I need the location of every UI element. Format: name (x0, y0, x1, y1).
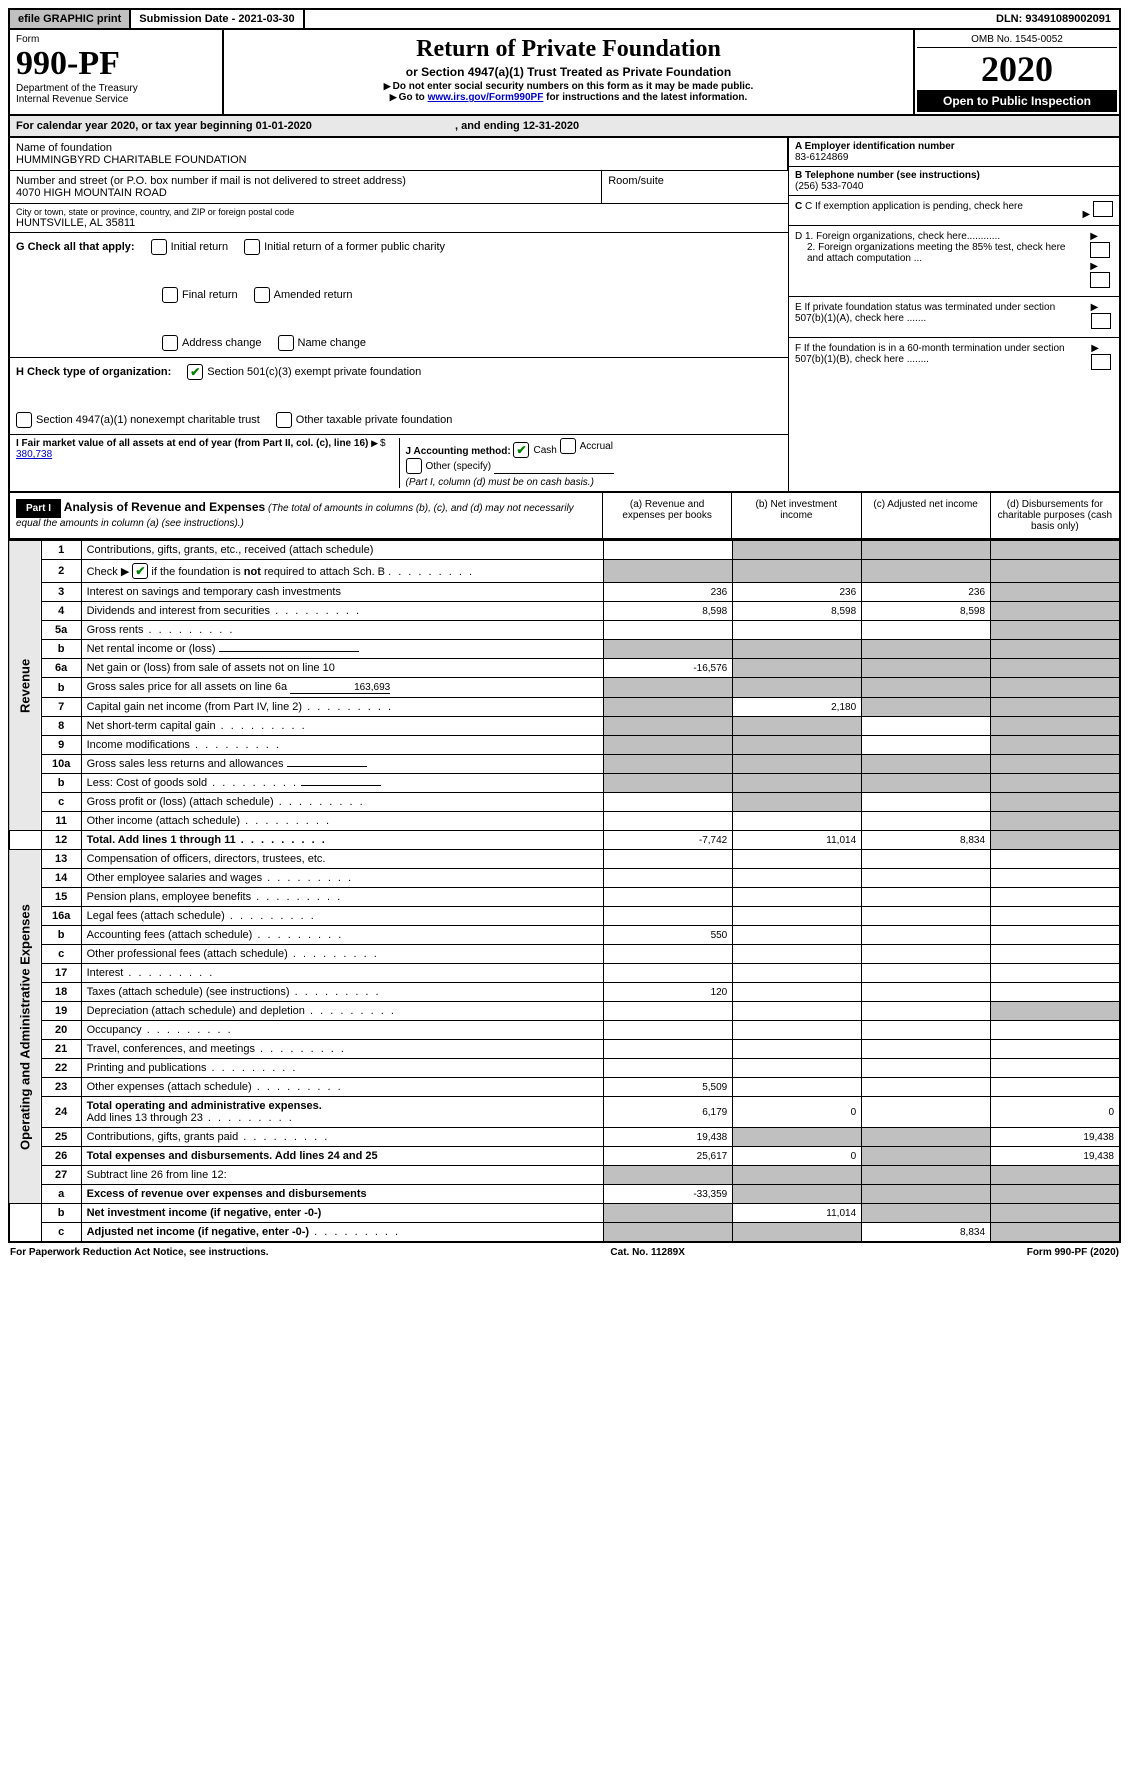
e-label: E If private foundation status was termi… (795, 302, 1085, 324)
tax-year: 2020 (917, 48, 1117, 90)
header-center: Return of Private Foundation or Section … (224, 30, 913, 114)
phone-value: (256) 533-7040 (795, 181, 1113, 192)
submission-date: Submission Date - 2021-03-30 (131, 10, 304, 28)
street-address: 4070 HIGH MOUNTAIN ROAD (16, 187, 595, 199)
note-link: Go to www.irs.gov/Form990PF for instruct… (230, 92, 907, 103)
j-note: (Part I, column (d) must be on cash basi… (406, 477, 594, 488)
col-c-header: (c) Adjusted net income (862, 493, 991, 538)
chk-amended[interactable] (254, 287, 270, 303)
chk-initial[interactable] (151, 239, 167, 255)
form-footer-label: Form 990-PF (2020) (1027, 1247, 1119, 1258)
d1-label: D 1. Foreign organizations, check here..… (795, 231, 1000, 242)
form-subtitle: or Section 4947(a)(1) Trust Treated as P… (230, 65, 907, 79)
section-g: G Check all that apply: Initial return I… (10, 233, 788, 358)
chk-final[interactable] (162, 287, 178, 303)
chk-initial-former[interactable] (244, 239, 260, 255)
top-bar: efile GRAPHIC print Submission Date - 20… (8, 8, 1121, 30)
chk-addr-change[interactable] (162, 335, 178, 351)
chk-other-method[interactable] (406, 458, 422, 474)
part1-label: Part I (16, 499, 61, 518)
part1-header: Part I Analysis of Revenue and Expenses … (8, 493, 1121, 540)
foundation-name: HUMMINGBYRD CHARITABLE FOUNDATION (16, 154, 781, 166)
f-label: F If the foundation is in a 60-month ter… (795, 343, 1085, 365)
chk-cash[interactable] (513, 442, 529, 458)
open-inspection: Open to Public Inspection (917, 90, 1117, 112)
irs-link[interactable]: www.irs.gov/Form990PF (428, 92, 544, 103)
form-header: Form 990-PF Department of the Treasury I… (8, 30, 1121, 116)
chk-e[interactable] (1091, 313, 1111, 329)
chk-f[interactable] (1091, 354, 1111, 370)
name-label: Name of foundation (16, 142, 781, 154)
fmv-value: 380,738 (16, 449, 52, 460)
omb-number: OMB No. 1545-0052 (917, 32, 1117, 48)
section-h: H Check type of organization: Section 50… (10, 358, 788, 435)
ein-value: 83-6124869 (795, 152, 1113, 163)
chk-501c3[interactable] (187, 364, 203, 380)
chk-c[interactable] (1093, 201, 1113, 217)
c-label: C If exemption application is pending, c… (805, 201, 1023, 212)
efile-label: efile GRAPHIC print (10, 10, 131, 28)
page-footer: For Paperwork Reduction Act Notice, see … (8, 1243, 1121, 1262)
form-word: Form (16, 34, 216, 45)
g-label: G Check all that apply: (16, 241, 135, 253)
room-label: Room/suite (608, 175, 782, 187)
paperwork-notice: For Paperwork Reduction Act Notice, see … (10, 1247, 269, 1258)
form-title: Return of Private Foundation (230, 36, 907, 63)
chk-d1[interactable] (1090, 242, 1110, 258)
revenue-label: Revenue (9, 541, 41, 831)
header-right: OMB No. 1545-0052 2020 Open to Public In… (913, 30, 1119, 114)
chk-other-taxable[interactable] (276, 412, 292, 428)
calendar-year-row: For calendar year 2020, or tax year begi… (8, 116, 1121, 138)
ein-label: A Employer identification number (795, 141, 1113, 152)
city-label: City or town, state or province, country… (16, 207, 782, 217)
col-a-header: (a) Revenue and expenses per books (603, 493, 732, 538)
header-left: Form 990-PF Department of the Treasury I… (10, 30, 224, 114)
form-number: 990-PF (16, 45, 216, 83)
dept-label: Department of the Treasury (16, 83, 216, 94)
chk-d2[interactable] (1090, 272, 1110, 288)
note-ssn: Do not enter social security numbers on … (230, 81, 907, 92)
j-label: J Accounting method: (406, 446, 511, 457)
entity-info: Name of foundation HUMMINGBYRD CHARITABL… (8, 138, 1121, 493)
col-d-header: (d) Disbursements for charitable purpose… (991, 493, 1119, 538)
dln: DLN: 93491089002091 (988, 10, 1119, 28)
city-state-zip: HUNTSVILLE, AL 35811 (16, 217, 782, 229)
analysis-table: Revenue 1Contributions, gifts, grants, e… (8, 540, 1121, 1243)
catalog-number: Cat. No. 11289X (610, 1247, 684, 1258)
d2-label: 2. Foreign organizations meeting the 85%… (807, 242, 1084, 264)
irs-label: Internal Revenue Service (16, 94, 216, 105)
chk-name-change[interactable] (278, 335, 294, 351)
h-label: H Check type of organization: (16, 366, 171, 378)
expenses-label: Operating and Administrative Expenses (9, 850, 41, 1204)
chk-schb[interactable] (132, 563, 148, 579)
part1-title: Analysis of Revenue and Expenses (64, 500, 265, 514)
col-b-header: (b) Net investment income (732, 493, 861, 538)
chk-accrual[interactable] (560, 438, 576, 454)
addr-label: Number and street (or P.O. box number if… (16, 175, 595, 187)
chk-4947[interactable] (16, 412, 32, 428)
phone-label: B Telephone number (see instructions) (795, 170, 1113, 181)
i-label: I Fair market value of all assets at end… (16, 438, 368, 449)
